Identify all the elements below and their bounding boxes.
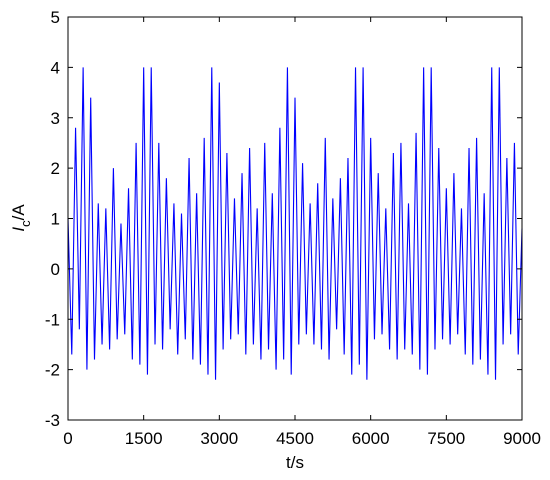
y-tick-label: -3 — [45, 411, 60, 430]
x-tick-label: 3000 — [200, 429, 238, 448]
x-tick-label: 7500 — [427, 429, 465, 448]
y-tick-label: -2 — [45, 361, 60, 380]
y-tick-label: 4 — [51, 58, 60, 77]
x-axis-label: t/s — [286, 453, 304, 472]
y-tick-label: 2 — [51, 159, 60, 178]
y-label-subscript: c — [18, 220, 33, 227]
y-tick-label: 3 — [51, 109, 60, 128]
x-tick-label: 9000 — [503, 429, 541, 448]
y-tick-label: -1 — [45, 310, 60, 329]
x-tick-label: 0 — [63, 429, 72, 448]
y-axis-label: Ic/A — [9, 204, 33, 232]
x-tick-label: 1500 — [125, 429, 163, 448]
data-line — [67, 67, 523, 380]
x-tick-label: 6000 — [352, 429, 390, 448]
x-tick-label: 4500 — [276, 429, 314, 448]
y-tick-label: 0 — [51, 260, 60, 279]
y-label-symbol: I — [9, 227, 28, 232]
y-tick-label: 5 — [51, 8, 60, 27]
y-tick-label: 1 — [51, 210, 60, 229]
y-label-unit: /A — [9, 204, 28, 221]
